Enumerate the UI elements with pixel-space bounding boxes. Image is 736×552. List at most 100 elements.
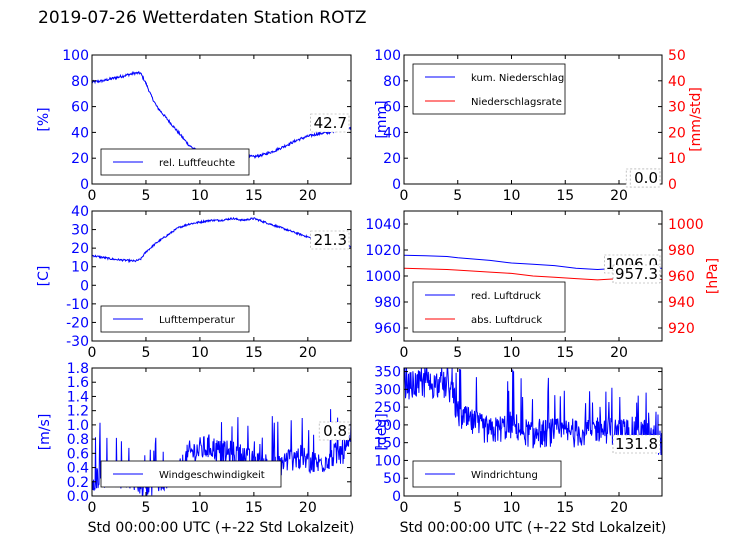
- current-value-box: [318, 421, 350, 441]
- x-tick-label: 5: [453, 500, 462, 516]
- y-tick-label: 100: [374, 453, 401, 469]
- y-tick-label: 1020: [365, 243, 401, 259]
- y-tick-label: 0: [392, 177, 401, 193]
- x-tick-label: 20: [610, 500, 628, 516]
- series-line-temperature-0: [92, 216, 351, 264]
- x-tick-label: 0: [88, 345, 97, 361]
- current-value-box: [310, 113, 350, 133]
- panel-precipitation: 0 5 10 15 20 0 20 40 60 80 100 0 10 20 30 40 50 [mm] [mm/s…: [374, 48, 704, 204]
- x-axis-label-right: Std 00:00:00 UTC (+-22 Std Lokalzeit): [400, 520, 667, 536]
- y-tick-label: 0.4: [67, 461, 89, 477]
- x-tick-label: 15: [556, 345, 574, 361]
- y-axis-label: [%]: [36, 107, 52, 131]
- current-value-2-box: [629, 168, 661, 188]
- current-value: 0.8: [323, 422, 347, 440]
- y-tick-label: 300: [374, 382, 401, 398]
- legend-label: rel. Luftfeuchte: [159, 158, 235, 169]
- y-tick-label: 0: [80, 177, 89, 193]
- y-tick-label: 20: [71, 151, 89, 167]
- y-axis-label: [deg]: [374, 413, 390, 450]
- y-tick-label: 40: [383, 125, 401, 141]
- y2-tick-label: 980: [668, 243, 695, 259]
- current-value-2: 0.0: [634, 169, 658, 187]
- y-tick-label: 40: [71, 125, 89, 141]
- y2-tick-label: 50: [668, 48, 686, 64]
- y-tick-label: 10: [71, 260, 89, 276]
- y-tick-label: 200: [374, 418, 401, 434]
- y-tick-label: 350: [374, 365, 401, 381]
- y2-tick-label: 10: [668, 151, 686, 167]
- y-tick-label: 80: [383, 74, 401, 90]
- y-tick-label: -20: [66, 315, 89, 331]
- x-tick-label: 0: [400, 188, 409, 204]
- y2-axis-label: [mm/std]: [688, 87, 704, 152]
- y-tick-label: 80: [71, 74, 89, 90]
- y2-tick-label: 960: [668, 269, 695, 285]
- legend-label: Niederschlagsrate: [471, 97, 562, 108]
- panel-wind-speed: 0 5 10 15 200.00.20.40.60.81.01.21.41.61.8[m…: [37, 361, 352, 516]
- y2-tick-label: 30: [668, 100, 686, 116]
- x-tick-label: 5: [453, 188, 462, 204]
- x-tick-label: 15: [556, 188, 574, 204]
- y2-tick-label: 940: [668, 295, 695, 311]
- y-axis-label: [hPa]: [705, 258, 721, 294]
- x-tick-label: 5: [453, 345, 462, 361]
- legend-box: [412, 63, 566, 115]
- x-tick-label: 10: [503, 500, 521, 516]
- y-tick-label: 1.8: [67, 361, 89, 377]
- legend-label: Lufttemperatur: [159, 315, 236, 326]
- y-tick-label: 150: [374, 436, 401, 452]
- y2-tick-label: 1000: [668, 217, 704, 233]
- x-tick-label: 20: [299, 188, 317, 204]
- y-tick-label: 20: [71, 241, 89, 257]
- x-tick-label: 10: [503, 345, 521, 361]
- y-tick-label: 1040: [365, 217, 401, 233]
- y-tick-label: 980: [374, 295, 401, 311]
- y-axis-label: [mm]: [374, 100, 390, 138]
- panel-pressure: 0 5 10 15 20 960 980 1000 1020 1040 920 940 960 980 10…: [365, 210, 721, 361]
- x-tick-label: 5: [141, 500, 150, 516]
- legend-box: [412, 281, 566, 333]
- x-tick-label: 15: [245, 345, 263, 361]
- x-tick-label: 10: [191, 500, 209, 516]
- x-tick-label: 20: [299, 345, 317, 361]
- plot-frame: [91, 54, 352, 185]
- x-tick-label: 10: [191, 188, 209, 204]
- y-tick-label: 0.0: [67, 489, 89, 505]
- panel-humidity: 0 5 10 15 20 0 20 40 60 80 100 [%] rel. Luftfeuchte 4…: [36, 48, 352, 204]
- legend-label: Windgeschwindigkeit: [159, 470, 265, 481]
- series-line-wind-direction-0: [404, 368, 662, 456]
- x-tick-label: 0: [400, 500, 409, 516]
- y-tick-label: 100: [62, 48, 89, 64]
- y-tick-label: 960: [374, 321, 401, 337]
- y2-tick-label: 0: [668, 177, 677, 193]
- y-tick-label: 0.2: [67, 475, 89, 491]
- legend-label: Windrichtung: [471, 470, 538, 481]
- x-tick-label: 0: [88, 500, 97, 516]
- y-axis-label: [C]: [36, 266, 52, 287]
- legend-label: red. Luftdruck: [471, 291, 541, 302]
- y-tick-label: 40: [71, 204, 89, 220]
- x-tick-label: 0: [400, 345, 409, 361]
- y-tick-label: 0.6: [67, 446, 89, 462]
- x-tick-label: 15: [245, 500, 263, 516]
- y-tick-label: 0: [392, 489, 401, 505]
- x-tick-label: 5: [141, 188, 150, 204]
- x-tick-label: 20: [299, 500, 317, 516]
- y-tick-label: 20: [383, 151, 401, 167]
- x-tick-label: 10: [191, 345, 209, 361]
- x-tick-label: 10: [503, 188, 521, 204]
- x-tick-label: 20: [610, 345, 628, 361]
- plot-frame: [403, 54, 663, 185]
- x-tick-label: 15: [556, 500, 574, 516]
- y-tick-label: 100: [374, 48, 401, 64]
- panel-wind-direction: 0 5 10 15 20050100150200250300350[deg]Windri…: [374, 365, 663, 516]
- y2-tick-label: 20: [668, 125, 686, 141]
- y-tick-label: 1.2: [67, 404, 89, 420]
- figure-title: 2019-07-26 Wetterdaten Station ROTZ: [38, 8, 367, 28]
- current-value-box: [612, 434, 661, 454]
- y2-tick-label: 920: [668, 321, 695, 337]
- plot-frame: [403, 367, 663, 497]
- y-tick-label: 30: [71, 223, 89, 239]
